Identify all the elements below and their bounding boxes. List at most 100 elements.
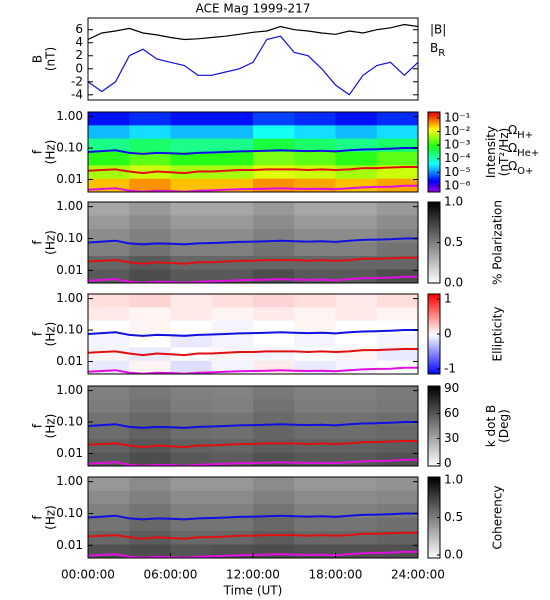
- heatmap-cell: [294, 360, 336, 375]
- heatmap-cell: [88, 334, 130, 348]
- heatmap-cell: [253, 426, 295, 440]
- colorbar: [428, 244, 440, 248]
- heatmap-cell: [294, 412, 336, 427]
- heatmap-cell: [170, 477, 213, 491]
- colorbar: [428, 523, 440, 527]
- legend-entry: |B|: [430, 23, 446, 37]
- colorbar: [428, 332, 440, 335]
- heatmap-cell: [294, 334, 336, 348]
- colorbar: [428, 178, 440, 181]
- colorbar: [428, 432, 440, 435]
- colorbar: [428, 166, 440, 169]
- panel: [88, 202, 419, 284]
- heatmap-cell: [294, 517, 336, 532]
- colorbar: [428, 226, 440, 229]
- colorbar: [428, 360, 440, 363]
- heatmap-cell: [211, 504, 254, 518]
- heatmap-cell: [88, 426, 130, 440]
- series-line: [88, 256, 418, 265]
- heatmap-cell: [335, 215, 378, 230]
- colorbar: [428, 174, 440, 177]
- y-tick-label: 1.00: [56, 383, 83, 397]
- heatmap-cell: [376, 504, 419, 518]
- heatmap-cell: [376, 165, 419, 180]
- colorbar: [428, 348, 440, 351]
- colorbar: [428, 448, 440, 451]
- heatmap-cell: [253, 452, 295, 467]
- legend-entry: ΩH+: [508, 123, 533, 142]
- heatmap-cell: [253, 439, 295, 454]
- colorbar: [428, 138, 440, 141]
- heatmap-cell: [335, 112, 378, 126]
- colorbar-tick-label: 90: [444, 381, 459, 395]
- y-axis-label: f: [31, 149, 45, 154]
- colorbar-tick-label: 1: [444, 292, 452, 306]
- panel: [88, 294, 419, 375]
- heatmap-cell: [170, 334, 213, 348]
- colorbar: [428, 338, 440, 341]
- heatmap-cell: [294, 504, 336, 518]
- heatmap-cell: [129, 517, 171, 532]
- heatmap-cell: [211, 439, 254, 454]
- colorbar: [428, 186, 440, 189]
- x-tick-label: 12:00:00: [226, 568, 280, 582]
- colorbar: [428, 350, 440, 353]
- colorbar: [428, 462, 440, 465]
- colorbar: [428, 272, 440, 276]
- colorbar: [428, 134, 440, 137]
- colorbar: [428, 404, 440, 407]
- colorbar-tick-label: 30: [444, 431, 459, 445]
- heatmap-cell: [170, 544, 213, 559]
- heatmap-cell: [129, 360, 171, 375]
- heatmap-cell: [253, 215, 295, 230]
- colorbar: [428, 408, 440, 411]
- heatmap-cell: [211, 334, 254, 348]
- heatmap-cell: [211, 152, 254, 166]
- colorbar: [428, 428, 440, 431]
- colorbar: [428, 152, 440, 155]
- heatmap-cell: [88, 320, 130, 335]
- colorbar-tick-label: 10⁻³: [444, 138, 471, 152]
- heatmap-cell: [88, 152, 130, 166]
- colorbar: [428, 529, 440, 533]
- series-line: [88, 166, 418, 175]
- heatmap-cell: [129, 112, 171, 126]
- y-axis-label: (Hz): [44, 505, 58, 530]
- colorbar: [428, 513, 440, 516]
- colorbar-label: % Polarization: [491, 200, 505, 285]
- plot-frame: [87, 201, 419, 284]
- heatmap-cell: [129, 504, 171, 518]
- colorbar: [428, 527, 440, 531]
- colorbar: [428, 310, 440, 313]
- heatmap-cell: [253, 152, 295, 166]
- heatmap-cell: [211, 386, 254, 400]
- colorbar: [428, 420, 440, 423]
- heatmap-cell: [253, 178, 295, 193]
- colorbar: [428, 220, 440, 223]
- heatmap-cell: [376, 125, 419, 140]
- colorbar: [428, 214, 440, 217]
- colorbar: [428, 477, 440, 480]
- heatmap-cell: [129, 320, 171, 335]
- y-tick-label: 0.01: [56, 446, 83, 460]
- colorbar: [428, 539, 440, 543]
- colorbar: [428, 400, 440, 403]
- colorbar: [428, 182, 440, 185]
- heatmap-cell: [294, 152, 336, 166]
- heatmap-cell: [88, 256, 130, 270]
- heatmap-cell: [211, 347, 254, 362]
- colorbar: [428, 481, 440, 484]
- heatmap-cell: [170, 242, 213, 257]
- colorbar: [428, 304, 440, 307]
- colorbar: [428, 316, 440, 319]
- y-axis-label: f: [31, 240, 45, 245]
- heatmap-cell: [335, 426, 378, 440]
- colorbar: [428, 302, 440, 305]
- colorbar: [428, 176, 440, 179]
- heatmap-cell: [211, 215, 254, 230]
- heatmap-cell: [253, 477, 295, 491]
- heatmap-cell: [294, 138, 336, 153]
- heatmap-cell: [129, 269, 171, 284]
- colorbar: [428, 402, 440, 405]
- heatmap-cell: [253, 229, 295, 243]
